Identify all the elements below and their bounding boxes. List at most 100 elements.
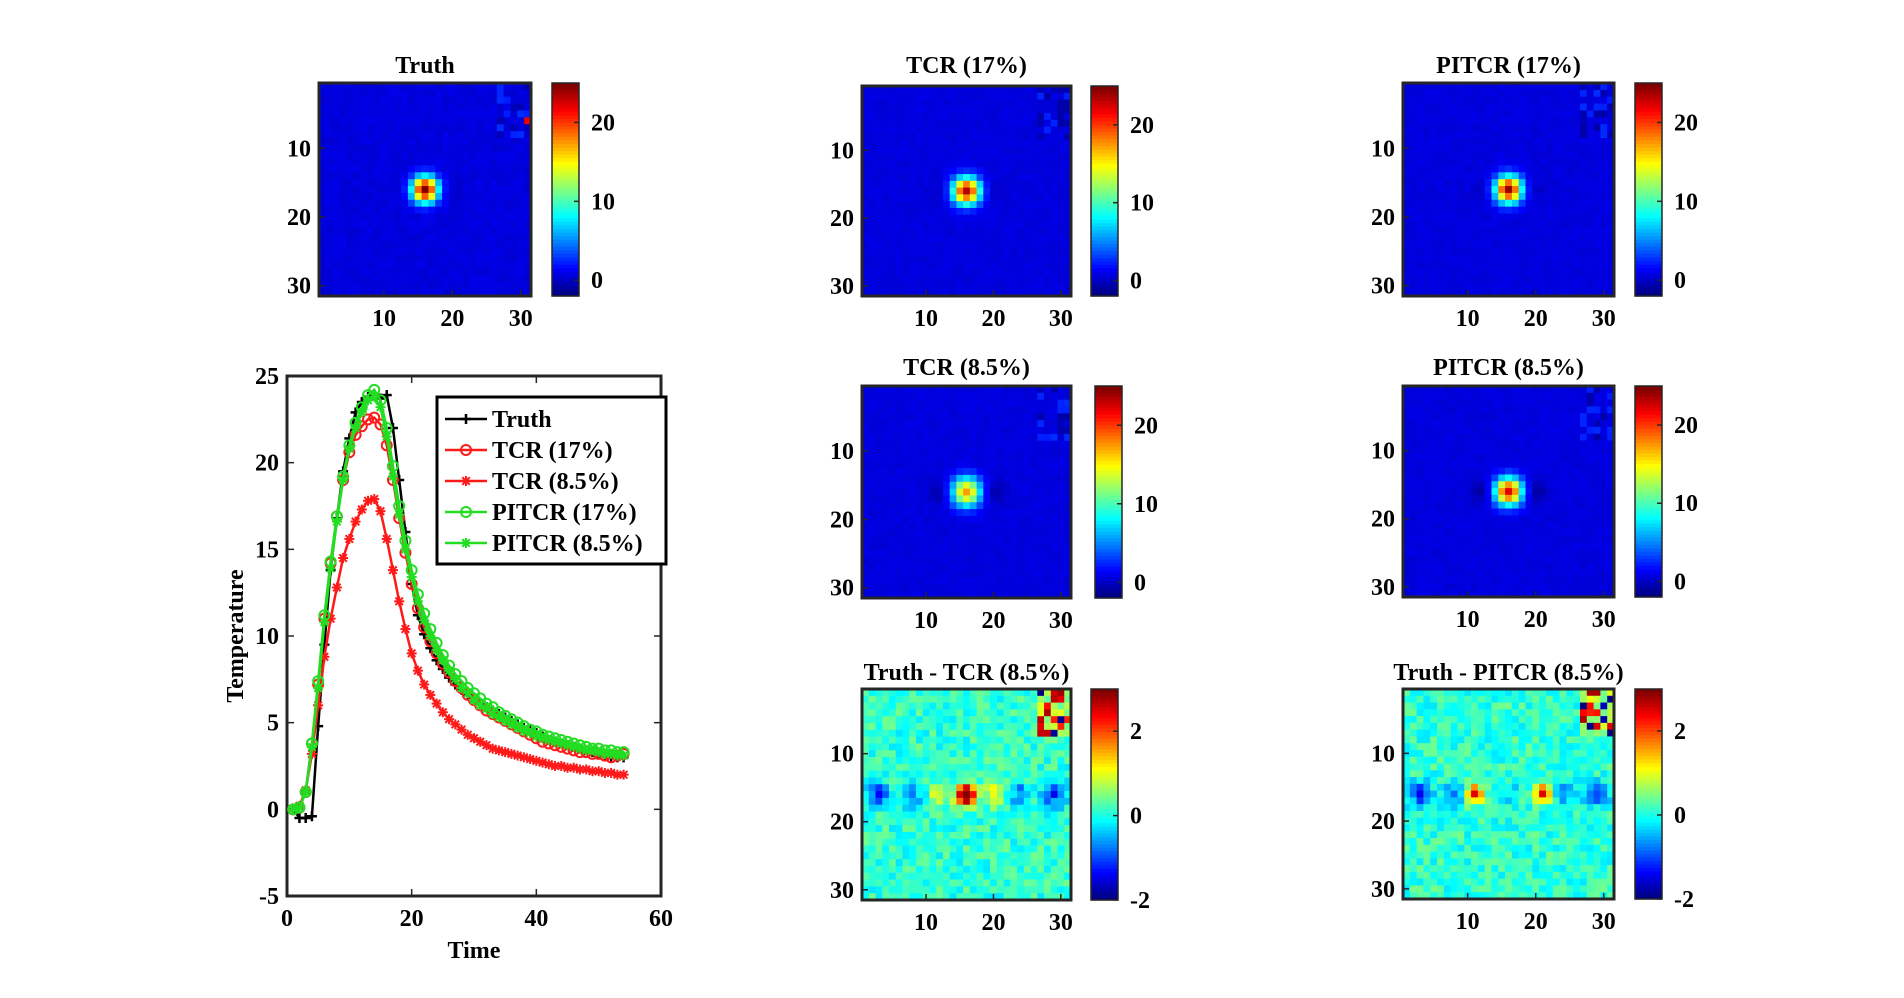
heatmap-cell: [1498, 420, 1506, 428]
heatmap-cell: [949, 509, 957, 517]
heatmap-cell: [895, 474, 904, 483]
heatmap-cell: [1037, 228, 1045, 236]
heatmap-cell: [1457, 501, 1465, 510]
heatmap-cell: [1532, 535, 1540, 544]
heatmap-cell: [421, 268, 430, 276]
heatmap-cell: [1450, 522, 1459, 530]
heatmap-cell: [1579, 556, 1588, 564]
heatmap-cell: [963, 126, 971, 135]
heatmap-cell: [1003, 584, 1011, 592]
heatmap-cell: [1545, 158, 1554, 167]
heatmap-cell: [1023, 255, 1032, 263]
heatmap-cell: [949, 399, 957, 408]
heatmap-cell: [1532, 515, 1540, 523]
heatmap-cell: [380, 247, 388, 256]
heatmap-cell: [915, 255, 924, 263]
heatmap-cell: [888, 119, 897, 128]
heatmap-cell: [990, 509, 998, 517]
heatmap-cell: [1552, 227, 1561, 235]
heatmap-cell: [1498, 268, 1506, 276]
heatmap-cell: [963, 413, 971, 421]
heatmap-cell: [1518, 117, 1527, 125]
heatmap-cell: [976, 228, 984, 236]
heatmap-cell: [353, 268, 361, 276]
heatmap-cell: [1064, 167, 1072, 175]
heatmap-cell: [1559, 124, 1567, 132]
heatmap-cell: [1600, 165, 1608, 173]
heatmap-cell: [902, 420, 910, 428]
heatmap-cell: [1511, 220, 1520, 228]
heatmap-cell: [1030, 92, 1038, 101]
heatmap-cell: [1552, 261, 1561, 270]
heatmap-cell: [407, 213, 416, 222]
colorbar-swatch: [1091, 117, 1118, 122]
heatmap-cell: [929, 174, 937, 182]
heatmap-cell: [929, 241, 937, 250]
heatmap-cell: [868, 461, 877, 469]
heatmap-cell: [455, 247, 464, 256]
heatmap-cell: [868, 140, 877, 148]
heatmap-cell: [1525, 110, 1533, 118]
heatmap-cell: [1559, 289, 1567, 297]
colorbar-swatch: [552, 136, 579, 141]
heatmap-cell: [976, 509, 984, 517]
heatmap-cell: [1477, 508, 1486, 516]
heatmap-cell: [462, 144, 471, 153]
heatmap-cell: [1600, 447, 1608, 455]
heatmap-cell: [895, 495, 904, 503]
heatmap-cell: [1050, 468, 1059, 476]
heatmap-cell: [401, 151, 409, 160]
heatmap-cell: [1532, 165, 1540, 173]
heatmap-cell: [1409, 460, 1418, 469]
heatmap-cell: [353, 110, 361, 118]
heatmap-cell: [1498, 392, 1506, 401]
heatmap-cell: [1600, 234, 1608, 242]
heatmap-cell: [882, 282, 890, 290]
heatmap-cell: [394, 227, 402, 235]
heatmap-cell: [1539, 460, 1547, 469]
colorbar-swatch: [552, 154, 579, 159]
heatmap-cell: [1586, 213, 1595, 222]
heatmap-cell: [868, 522, 877, 531]
heatmap-cell: [1030, 468, 1038, 476]
heatmap-cell: [1552, 528, 1561, 537]
heatmap-cell: [902, 427, 910, 435]
heatmap-cell: [915, 106, 924, 114]
heatmap-cell: [1017, 214, 1025, 223]
heatmap-cell: [1586, 261, 1595, 270]
heatmap-cell: [1607, 406, 1615, 414]
heatmap-cell: [455, 254, 464, 263]
heatmap-cell: [902, 591, 910, 599]
heatmap-cell: [1037, 167, 1045, 175]
heatmap-cell: [963, 289, 971, 297]
heatmap-cell: [976, 447, 984, 455]
heatmap-cell: [428, 192, 436, 201]
heatmap-cell: [332, 110, 341, 118]
heatmap-cell: [1539, 528, 1547, 537]
heatmap-cell: [503, 131, 512, 139]
heatmap-cell: [394, 158, 402, 167]
heatmap-cell: [1064, 413, 1072, 421]
heatmap-cell: [1600, 454, 1608, 462]
heatmap-cell: [1566, 501, 1574, 510]
heatmap-cell: [373, 261, 382, 270]
heatmap-cell: [1525, 420, 1533, 428]
heatmap-cell: [407, 117, 416, 125]
heatmap-cell: [1403, 220, 1411, 228]
heatmap-cell: [394, 282, 402, 290]
heatmap-cell: [996, 180, 1005, 189]
heatmap-cell: [1064, 584, 1072, 592]
heatmap-cell: [1457, 522, 1465, 530]
heatmap-cell: [922, 461, 931, 469]
heatmap-cell: [1464, 522, 1472, 530]
heatmap-cell: [1064, 282, 1072, 290]
heatmap-cell: [996, 86, 1005, 94]
heatmap-cell: [969, 447, 978, 455]
heatmap-cell: [476, 131, 484, 139]
heatmap-cell: [1423, 440, 1431, 448]
heatmap-cell: [909, 515, 917, 524]
heatmap-cell: [1064, 392, 1072, 401]
heatmap-cell: [394, 186, 402, 194]
heatmap-cell: [882, 194, 890, 202]
heatmap-cell: [895, 133, 904, 141]
